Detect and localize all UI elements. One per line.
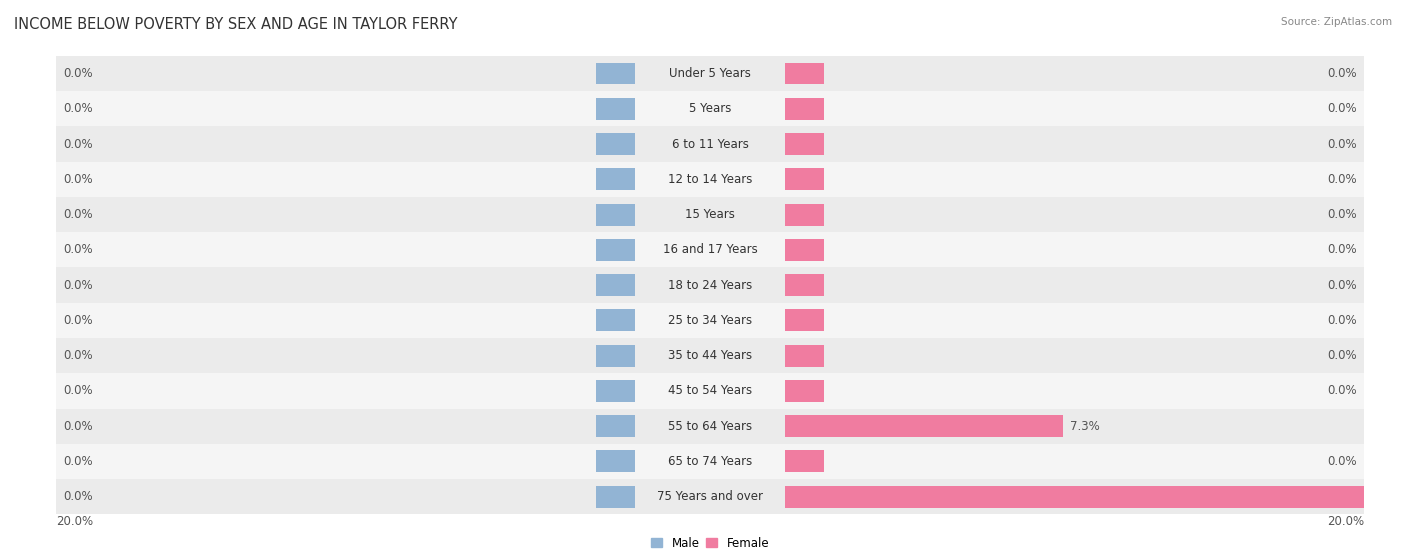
Text: 0.0%: 0.0% (63, 420, 93, 433)
Text: 0.0%: 0.0% (63, 314, 93, 327)
Text: 0.0%: 0.0% (1327, 385, 1357, 397)
Bar (785, 380, 824, 402)
Bar (596, 239, 636, 260)
Bar (785, 63, 824, 84)
Bar (785, 310, 824, 331)
Bar (56, 267, 1364, 303)
Text: 16 and 17 Years: 16 and 17 Years (662, 243, 758, 257)
Text: 25 to 34 Years: 25 to 34 Years (668, 314, 752, 327)
Bar (596, 98, 636, 120)
Text: 0.0%: 0.0% (1327, 173, 1357, 186)
Text: 12 to 14 Years: 12 to 14 Years (668, 173, 752, 186)
Bar (785, 451, 824, 472)
Bar (56, 126, 1364, 162)
Text: 65 to 74 Years: 65 to 74 Years (668, 455, 752, 468)
Text: 0.0%: 0.0% (63, 138, 93, 150)
Bar (785, 168, 824, 190)
Bar (596, 310, 636, 331)
Bar (785, 274, 824, 296)
Bar (56, 91, 1364, 126)
Bar (785, 98, 824, 120)
Text: 20.0%: 20.0% (56, 515, 93, 528)
Bar (785, 345, 824, 367)
Text: 0.0%: 0.0% (1327, 67, 1357, 80)
Text: 0.0%: 0.0% (63, 385, 93, 397)
Text: 0.0%: 0.0% (63, 349, 93, 362)
Text: 0.0%: 0.0% (1327, 455, 1357, 468)
Bar (596, 63, 636, 84)
Text: 0.0%: 0.0% (63, 490, 93, 503)
Text: 0.0%: 0.0% (63, 455, 93, 468)
Bar (785, 203, 824, 225)
Bar (596, 380, 636, 402)
Text: 0.0%: 0.0% (63, 278, 93, 292)
Bar (56, 479, 1364, 514)
Text: 20.0%: 20.0% (1327, 515, 1364, 528)
Text: 0.0%: 0.0% (63, 243, 93, 257)
Text: 0.0%: 0.0% (1327, 102, 1357, 115)
Text: 35 to 44 Years: 35 to 44 Years (668, 349, 752, 362)
Bar (56, 303, 1364, 338)
Bar (785, 133, 824, 155)
Text: 0.0%: 0.0% (1327, 314, 1357, 327)
Text: 0.0%: 0.0% (63, 208, 93, 221)
Text: 55 to 64 Years: 55 to 64 Years (668, 420, 752, 433)
Bar (785, 239, 824, 260)
Bar (824, 415, 1063, 437)
Bar (785, 486, 824, 508)
Text: 0.0%: 0.0% (1327, 243, 1357, 257)
Text: 0.0%: 0.0% (1327, 349, 1357, 362)
Legend: Male, Female: Male, Female (651, 537, 769, 549)
Bar (56, 409, 1364, 444)
Text: 6 to 11 Years: 6 to 11 Years (672, 138, 748, 150)
Text: 0.0%: 0.0% (63, 67, 93, 80)
Bar (596, 486, 636, 508)
Text: 18 to 24 Years: 18 to 24 Years (668, 278, 752, 292)
Text: Under 5 Years: Under 5 Years (669, 67, 751, 80)
Bar (824, 486, 1406, 508)
Text: 0.0%: 0.0% (1327, 208, 1357, 221)
Bar (596, 451, 636, 472)
Text: 45 to 54 Years: 45 to 54 Years (668, 385, 752, 397)
Bar (56, 444, 1364, 479)
Bar (596, 274, 636, 296)
Text: 0.0%: 0.0% (63, 173, 93, 186)
Text: 15 Years: 15 Years (685, 208, 735, 221)
Text: 0.0%: 0.0% (1327, 278, 1357, 292)
Bar (56, 232, 1364, 267)
Text: 75 Years and over: 75 Years and over (657, 490, 763, 503)
Bar (56, 338, 1364, 373)
Text: 5 Years: 5 Years (689, 102, 731, 115)
Text: INCOME BELOW POVERTY BY SEX AND AGE IN TAYLOR FERRY: INCOME BELOW POVERTY BY SEX AND AGE IN T… (14, 17, 457, 32)
Bar (596, 415, 636, 437)
Bar (596, 133, 636, 155)
Bar (596, 345, 636, 367)
Text: 0.0%: 0.0% (1327, 138, 1357, 150)
Text: 7.3%: 7.3% (1070, 420, 1099, 433)
Bar (596, 203, 636, 225)
Bar (785, 415, 824, 437)
Bar (596, 168, 636, 190)
Bar (56, 162, 1364, 197)
Text: 0.0%: 0.0% (63, 102, 93, 115)
Bar (56, 373, 1364, 409)
Text: Source: ZipAtlas.com: Source: ZipAtlas.com (1281, 17, 1392, 27)
Bar (56, 197, 1364, 232)
Bar (56, 56, 1364, 91)
